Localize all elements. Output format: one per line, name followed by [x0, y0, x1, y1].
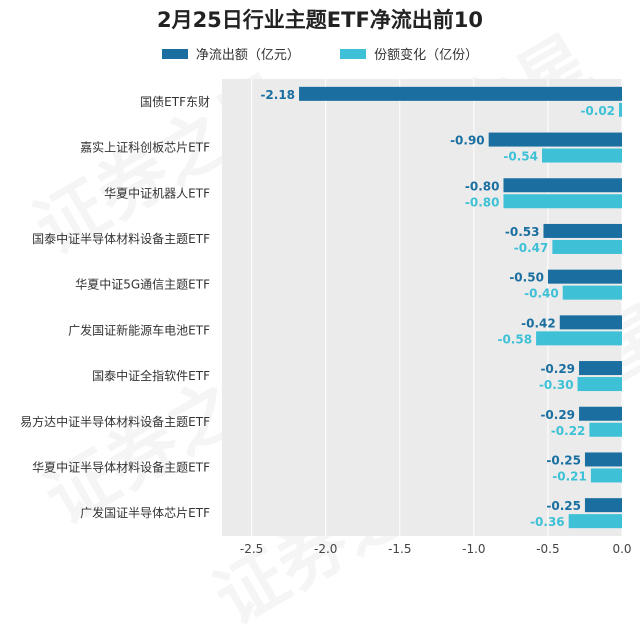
bar-outflow	[559, 315, 622, 330]
chart-title: 2月25日行业主题ETF净流出前10	[156, 8, 484, 32]
bar-share-change	[542, 148, 622, 163]
bar-share-change	[619, 102, 622, 117]
legend-item: 份额变化（亿份）	[340, 44, 478, 63]
legend-item: 净流出额（亿元）	[161, 44, 300, 63]
bar-outflow	[543, 223, 622, 238]
y-category-label: 嘉实上证科创板芯片ETF	[80, 140, 210, 155]
data-label-share-change: -0.21	[552, 469, 587, 483]
x-tick-label: -0.5	[536, 542, 559, 556]
y-category-label: 华夏中证半导体材料设备主题ETF	[32, 459, 210, 474]
bar-share-change	[503, 194, 622, 209]
data-label-share-change: -0.80	[465, 195, 500, 209]
data-label-outflow: -0.42	[521, 316, 556, 330]
bar-share-change	[552, 239, 622, 254]
y-category-label: 易方达中证半导体材料设备主题ETF	[20, 414, 210, 429]
data-label-outflow: -0.25	[546, 453, 581, 467]
data-label-share-change: -0.22	[551, 424, 586, 438]
legend-swatch-outflow	[161, 48, 188, 59]
legend-label-outflow: 净流出额（亿元）	[195, 48, 300, 63]
bar-outflow	[584, 452, 622, 467]
chart-plot: -2.5 -2.0 -1.5 -1.0 -0.5 0.0 国债ETF东财 -2.18 -0.02…	[20, 79, 632, 556]
legend-swatch-share-change	[340, 48, 367, 59]
y-category-label: 国债ETF东财	[140, 95, 210, 109]
data-label-outflow: -2.18	[260, 88, 295, 102]
data-label-share-change: -0.47	[514, 241, 549, 255]
data-label-outflow: -0.29	[540, 362, 575, 376]
bar-outflow	[547, 269, 622, 284]
x-tick-label: -1.5	[388, 542, 411, 556]
bar-share-change	[589, 422, 622, 437]
bar-share-change	[536, 331, 622, 346]
data-label-outflow: -0.90	[450, 134, 485, 148]
data-label-outflow: -0.80	[465, 179, 500, 193]
data-label-share-change: -0.54	[503, 150, 538, 164]
x-tick-label: -2.0	[314, 542, 337, 556]
data-label-outflow: -0.25	[546, 499, 581, 513]
legend: 净流出额（亿元） 份额变化（亿份）	[0, 44, 640, 63]
bar-share-change	[568, 514, 622, 529]
bar-outflow	[503, 178, 622, 193]
x-tick-label: -2.5	[240, 542, 263, 556]
x-tick-label: 0.0	[612, 542, 631, 556]
bar-share-change	[562, 285, 622, 300]
data-label-share-change: -0.02	[580, 104, 615, 118]
y-category-label: 华夏中证5G通信主题ETF	[75, 277, 210, 292]
bar-outflow	[579, 361, 622, 376]
bar-outflow	[488, 132, 622, 147]
data-label-outflow: -0.53	[505, 225, 540, 239]
bar-share-change	[590, 468, 622, 483]
data-label-outflow: -0.29	[540, 408, 575, 422]
legend-label-share-change: 份额变化（亿份）	[374, 48, 479, 63]
x-tick-label: -1.0	[462, 542, 485, 556]
data-label-share-change: -0.40	[524, 287, 559, 301]
data-label-share-change: -0.58	[497, 332, 532, 346]
y-category-label: 广发国证半导体芯片ETF	[80, 505, 210, 520]
bar-share-change	[577, 377, 622, 392]
y-category-label: 国泰中证全指软件ETF	[92, 368, 210, 383]
bar-outflow	[299, 86, 622, 101]
data-label-share-change: -0.30	[539, 378, 574, 392]
y-category-label: 华夏中证机器人ETF	[104, 185, 210, 200]
data-label-share-change: -0.36	[530, 515, 565, 529]
data-label-outflow: -0.50	[509, 271, 544, 285]
y-category-label: 广发国证新能源车电池ETF	[68, 322, 210, 337]
bar-outflow	[584, 498, 622, 513]
y-category-label: 国泰中证半导体材料设备主题ETF	[32, 231, 210, 246]
bar-outflow	[579, 406, 622, 421]
